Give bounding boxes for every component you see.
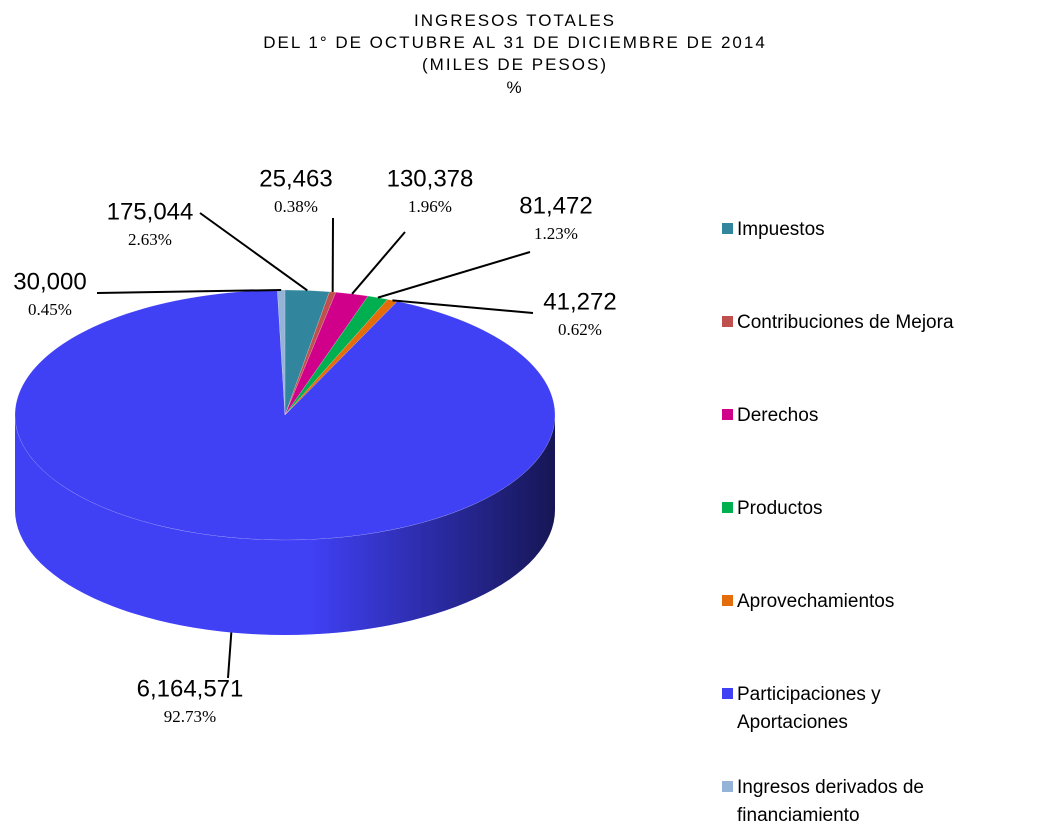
- legend-swatch: [722, 223, 733, 234]
- legend-label: Contribuciones de Mejora: [737, 312, 954, 333]
- data-label: 25,463: [259, 165, 332, 192]
- legend-item: Derechos: [722, 402, 987, 495]
- chart-subtitle: %: [506, 78, 523, 97]
- pie-sides: [15, 415, 555, 635]
- legend-item: Ingresos derivados de financiamiento: [722, 774, 987, 831]
- percent-label: 1.96%: [408, 197, 452, 216]
- legend-label: Productos: [737, 498, 823, 519]
- legend-swatch: [722, 688, 733, 699]
- data-label: 175,044: [107, 198, 194, 225]
- pie-slice: [284, 291, 337, 416]
- legend-item: Aprovechamientos: [722, 588, 987, 681]
- legend-item: Contribuciones de Mejora: [722, 309, 987, 402]
- percent-label: 2.63%: [128, 230, 172, 249]
- legend-label: Impuestos: [737, 219, 825, 240]
- legend: Impuestos Contribuciones de Mejora Derecho…: [722, 216, 987, 831]
- legend-label: Participaciones y Aportaciones: [737, 684, 881, 733]
- legend-item: Participaciones y Aportaciones: [722, 681, 987, 774]
- legend-swatch: [722, 409, 733, 420]
- legend-swatch: [722, 595, 733, 606]
- leader-line: [392, 299, 534, 314]
- percent-label: 0.45%: [28, 300, 72, 319]
- percent-label: 92.73%: [164, 707, 216, 726]
- pie-slice: [284, 291, 369, 416]
- legend-label: Aprovechamientos: [737, 591, 895, 612]
- pie-slice: [14, 289, 556, 541]
- data-label: 81,472: [519, 192, 592, 219]
- legend-swatch: [722, 316, 733, 327]
- chart-subtitle: (MILES DE PESOS): [422, 55, 608, 74]
- legend-label: Ingresos derivados de financiamiento: [737, 777, 924, 826]
- percent-label: 1.23%: [534, 224, 578, 243]
- slice-side: [15, 415, 555, 635]
- legend-label: Derechos: [737, 405, 819, 426]
- leader-line: [199, 212, 308, 292]
- percent-label: 0.38%: [274, 197, 318, 216]
- percent-label: 0.62%: [558, 320, 602, 339]
- legend-swatch: [722, 502, 733, 513]
- data-label: 130,378: [387, 165, 474, 192]
- pie-slice: [284, 289, 330, 416]
- leader-line: [351, 231, 406, 295]
- data-label: 6,164,571: [137, 675, 244, 702]
- legend-item: Productos: [722, 495, 987, 588]
- chart-title: INGRESOS TOTALES: [414, 11, 616, 30]
- pie-slice: [284, 295, 389, 416]
- leader-line: [227, 632, 233, 679]
- data-label: 30,000: [13, 268, 86, 295]
- pie-top: [14, 289, 556, 541]
- leader-line: [377, 251, 531, 299]
- leader-line: [96, 289, 282, 294]
- data-label: 41,272: [543, 288, 616, 315]
- legend-swatch: [722, 781, 733, 792]
- chart-subtitle: DEL 1° DE OCTUBRE AL 31 DE DICIEMBRE DE …: [263, 33, 767, 52]
- legend-item: Impuestos: [722, 216, 987, 309]
